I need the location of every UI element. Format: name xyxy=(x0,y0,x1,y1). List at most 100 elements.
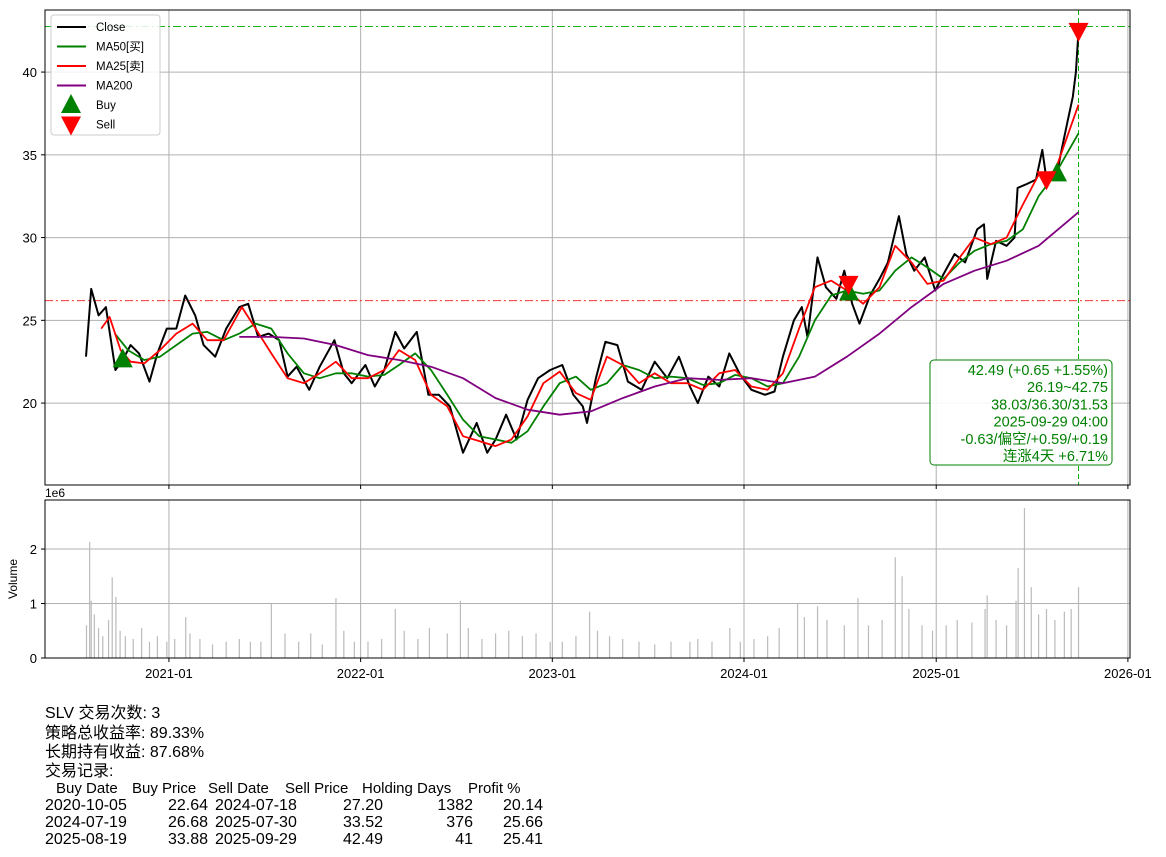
volume-y-tick-label: 1 xyxy=(30,597,37,612)
volume-bar xyxy=(778,628,780,658)
volume-bar xyxy=(166,641,168,658)
volume-bar xyxy=(238,638,240,658)
volume-bar xyxy=(857,598,859,658)
volume-bar xyxy=(417,638,419,658)
table-header: Buy Price xyxy=(132,780,196,797)
volume-bar xyxy=(124,636,126,658)
volume-bar xyxy=(1023,508,1026,658)
volume-bar xyxy=(711,641,713,658)
volume-bar xyxy=(270,603,272,658)
volume-bar xyxy=(85,625,88,658)
volume-bar xyxy=(494,633,497,658)
volume-bar xyxy=(767,636,769,658)
table-header: Holding Days xyxy=(362,780,451,797)
volume-bar xyxy=(549,641,551,658)
volume-bar xyxy=(310,633,312,658)
volume-bar xyxy=(803,617,805,658)
strategy-return: 策略总收益率: 89.33% xyxy=(45,724,204,742)
volume-bar xyxy=(343,630,345,658)
volume-bar xyxy=(107,619,110,658)
volume-bar xyxy=(225,641,227,658)
volume-bar xyxy=(249,641,251,658)
table-cell: 1382 xyxy=(437,797,473,814)
volume-bar xyxy=(596,630,599,658)
volume-bar xyxy=(729,628,731,658)
volume-bar xyxy=(945,625,947,658)
table-cell: 2025-07-30 xyxy=(215,814,297,831)
table-cell: 25.66 xyxy=(503,814,543,831)
table-header: Sell Date xyxy=(208,780,269,797)
volume-bar xyxy=(394,608,396,658)
volume-scale-label: 1e6 xyxy=(45,486,65,500)
volume-bar xyxy=(284,633,286,658)
volume-bar xyxy=(1045,608,1048,658)
annotation-line: 2025-09-29 04:00 xyxy=(994,415,1109,431)
sell-marker xyxy=(1068,22,1089,42)
volume-bar xyxy=(995,619,997,658)
volume-bar xyxy=(753,638,755,658)
x-tick-label: 2024-01 xyxy=(720,666,768,681)
volume-bar xyxy=(984,608,986,658)
volume-bar xyxy=(89,541,91,658)
sell-marker xyxy=(838,275,859,295)
volume-bar xyxy=(1017,568,1019,658)
volume-bar xyxy=(739,641,741,658)
volume-bar xyxy=(381,638,383,658)
records-title: 交易记录: xyxy=(45,762,113,780)
volume-bar xyxy=(185,617,187,658)
volume-bar xyxy=(119,630,121,658)
trade-count: SLV 交易次数: 3 xyxy=(45,704,160,722)
ma25-line xyxy=(100,104,1080,448)
volume-bar xyxy=(986,595,988,658)
x-tick-label: 2026-01 xyxy=(1104,666,1152,681)
legend-label: MA25[卖] xyxy=(96,60,144,73)
trade-table: Buy Date Buy Price Sell Date Sell Price Hold… xyxy=(45,780,543,848)
price-axes-frame xyxy=(44,9,1131,486)
volume-bar xyxy=(459,600,462,658)
volume-bar xyxy=(115,596,117,658)
table-cell: 26.68 xyxy=(168,814,208,831)
volume-bar xyxy=(796,603,799,658)
y-tick-label: 40 xyxy=(23,65,37,80)
volume-bar xyxy=(335,598,337,658)
volume-bar xyxy=(321,644,323,658)
volume-bar xyxy=(508,630,510,658)
volume-bar xyxy=(174,638,176,658)
volume-bar xyxy=(428,628,431,658)
volume-bar xyxy=(908,608,910,658)
volume-bar xyxy=(156,636,158,658)
x-tick-label: 2021-01 xyxy=(145,666,193,681)
legend-label: Buy xyxy=(96,100,116,112)
volume-axis-label: Volume xyxy=(6,559,20,599)
x-tick-label: 2022-01 xyxy=(337,666,385,681)
volume-bar xyxy=(956,619,958,658)
volume-bar xyxy=(901,576,903,658)
annotation-frame xyxy=(929,359,1113,466)
volume-bar xyxy=(1070,608,1072,658)
table-cell: 22.64 xyxy=(168,797,208,814)
close-line xyxy=(85,30,1080,454)
table-cell: 33.88 xyxy=(168,831,208,848)
annotation-line: 26.19~42.75 xyxy=(1027,380,1108,396)
table-cell: 2024-07-19 xyxy=(45,814,127,831)
volume-bar xyxy=(608,636,611,658)
volume-bar xyxy=(1038,614,1040,658)
volume-bar xyxy=(446,633,448,658)
volume-bar xyxy=(403,630,405,658)
table-cell: 41 xyxy=(455,831,473,848)
volume-bar xyxy=(367,641,369,658)
table-cell: 2025-08-19 xyxy=(45,831,127,848)
table-cell: 2020-10-05 xyxy=(45,797,127,814)
annotation-line: 38.03/36.30/31.53 xyxy=(991,397,1108,413)
price-annotation-box: 42.49 (+0.65 +1.55%)26.19~42.7538.03/36.… xyxy=(929,359,1113,466)
table-cell: 376 xyxy=(446,814,473,831)
y-tick-label: 30 xyxy=(23,231,37,246)
volume-y-tick-label: 0 xyxy=(30,651,37,666)
volume-bar xyxy=(199,638,201,658)
volume-bar xyxy=(816,606,819,658)
annotation-line: -0.63/偏空/+0.59/+0.19 xyxy=(960,431,1108,448)
trade-summary: SLV 交易次数: 3 策略总收益率: 89.33% 长期持有收益: 87.68… xyxy=(45,704,204,780)
annotation-line: 连涨4天 +6.71% xyxy=(1003,448,1108,465)
x-tick-label: 2023-01 xyxy=(528,666,576,681)
